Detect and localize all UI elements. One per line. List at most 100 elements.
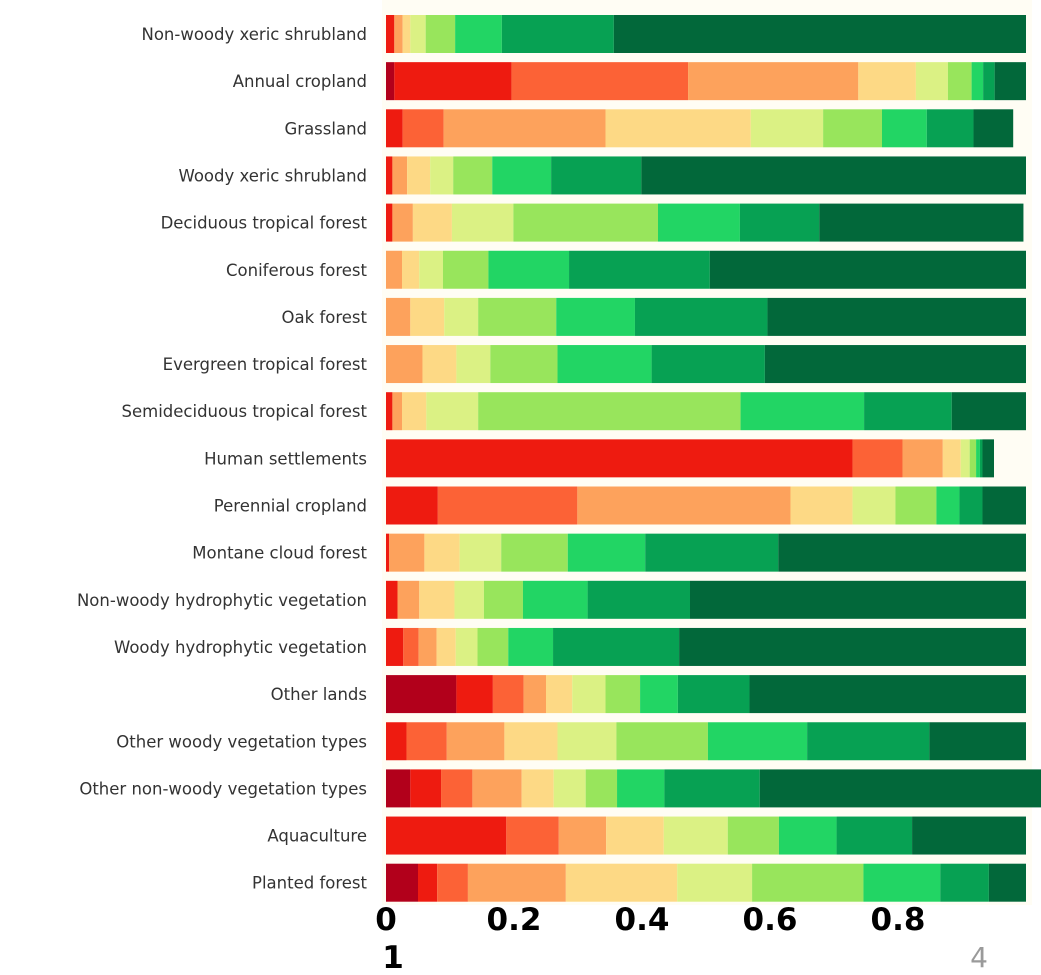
bar-segment [392,392,402,431]
bar-segment [386,722,407,761]
bar-segment [478,297,557,336]
bar-segment [477,627,509,666]
bar-segment [567,533,646,572]
category-label: Woody xeric shrubland [178,166,367,185]
category-label: Annual cropland [233,72,367,91]
category-label: Non-woody xeric shrubland [141,25,367,44]
bar-segment [645,533,779,572]
bar-segment [858,62,916,101]
bar-segment [983,62,995,101]
bar-segment [386,863,418,902]
bar-segment [418,627,437,666]
bar-segment [492,675,524,714]
bar-segment [616,722,708,761]
bar-segment [410,15,426,53]
bar-segment [419,250,443,289]
bar-segment [403,627,419,666]
x-tick-label: 0.2 [487,902,542,938]
x-tick-label: 0.4 [615,902,670,938]
bar-segment [389,533,425,572]
bar-segment [823,109,882,148]
x-tick-label: 0.6 [743,902,798,938]
bar-segment [947,62,972,101]
bar-segment [412,203,452,242]
bar-segment [508,627,554,666]
bar-segment [982,486,1026,525]
bar-segment [521,769,554,808]
bar-segment [406,722,447,761]
bar-segment [392,203,413,242]
bar-segment [587,580,690,619]
bar-segment [455,15,502,53]
bar-segment [407,156,431,195]
bar-segment [882,109,927,148]
category-label: Woody hydrophytic vegetation [114,638,367,657]
bar-segment [778,816,837,855]
bar-segment [727,816,779,855]
bar-segment [513,203,658,242]
bar-segment [490,345,558,384]
bar-segment [572,675,606,714]
bar-segment [551,156,642,195]
bar-segment [386,250,402,289]
bar-segment [501,15,614,53]
bar-segment [386,15,395,53]
bar-segment [454,580,484,619]
bar-segment [864,392,952,431]
category-label: Deciduous tropical forest [161,214,368,233]
bar-segment [386,816,507,855]
bar-segment [936,486,960,525]
bar-segment [852,439,903,478]
bar-segment [752,863,864,902]
bar-segment [492,156,552,195]
bar-segment [456,675,493,714]
bar-segment [663,816,728,855]
bar-segment [442,250,489,289]
bar-segment [419,580,455,619]
bar-segment [929,722,1026,761]
bar-segment [386,109,403,148]
bar-segment [915,62,948,101]
bar-segment [558,816,607,855]
bar-segment [437,863,468,902]
bar-segment [430,156,454,195]
bar-segment [402,250,420,289]
bar-segment [640,675,678,714]
category-label: Planted forest [252,874,368,893]
bar-segment [386,392,393,431]
bar-segment [959,486,983,525]
bar-segment [979,439,983,478]
bar-segment [790,486,853,525]
bar-segment [386,345,423,384]
bar-segment [418,863,438,902]
category-label: Oak forest [282,308,368,327]
bar-segment [634,297,768,336]
bar-segment [677,863,753,902]
bar-segment [677,675,750,714]
bar-segment [971,62,984,101]
bar-segment [467,863,566,902]
x-tick-label: 0.8 [871,902,926,938]
bar-segment [444,297,479,336]
bar-segment [386,297,411,336]
bar-segment [926,109,974,148]
x-axis-extra-label: 1 [382,940,404,975]
bar-segment [994,62,1026,101]
bar-segment [585,769,618,808]
bar-segment [386,156,393,195]
category-label: Other lands [271,685,367,704]
bar-segment [386,533,390,572]
bar-segments [386,15,1041,902]
bar-segment [740,392,865,431]
bar-segment [969,439,977,478]
bar-segment [402,392,427,431]
bar-segment [553,627,680,666]
bar-segment [501,533,568,572]
category-label: Other non-woody vegetation types [79,779,367,798]
bar-segment [556,297,635,336]
bar-segment [523,675,546,714]
bar-segment [940,863,989,902]
bar-segment [394,62,512,101]
bar-segment [664,769,760,808]
